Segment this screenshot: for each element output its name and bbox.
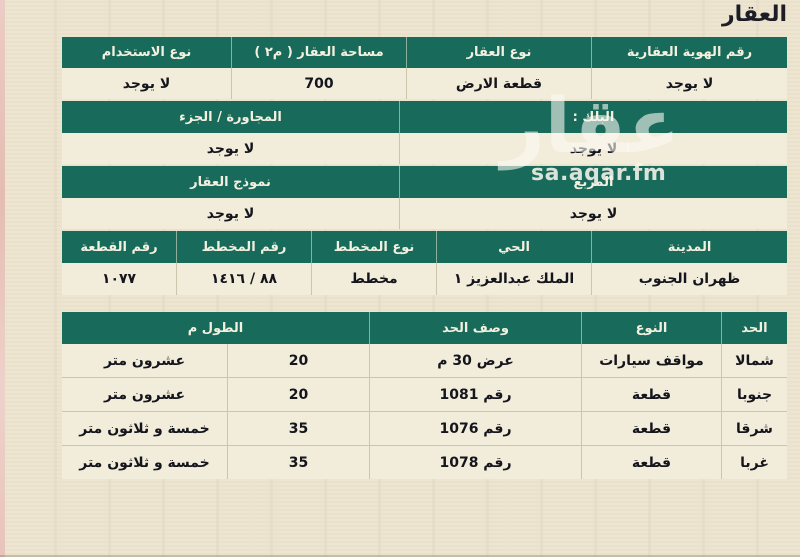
boundary-type: مواقف سيارات: [582, 344, 722, 377]
plot-number-value: ١٠٧٧: [62, 263, 177, 295]
boundary-desc: رقم 1081: [370, 378, 582, 411]
col-plot-number-header: رقم القطعة: [62, 231, 177, 263]
property-header-row: رقم الهوية العقارية نوع العقار مساحة الع…: [62, 37, 787, 68]
col-square-header: المربع: [573, 174, 614, 190]
boundary-length-number: 35: [228, 412, 370, 445]
boundary-type: قطعة: [582, 446, 722, 479]
col-property-area-header: مساحة العقار ( م٢ ): [232, 37, 407, 68]
boundaries-section: الحد النوع وصف الحد الطول م شمالا مواقف …: [62, 312, 787, 479]
col-property-model-header: نموذج العقار: [62, 166, 400, 198]
boundary-side: شمالا: [735, 352, 774, 369]
boundary-row-north: شمالا مواقف سيارات عرض 30 م 20 عشرون متر: [62, 344, 787, 377]
col-property-type-header: نوع العقار: [407, 37, 592, 68]
property-id-value: لا يوجد: [665, 75, 714, 92]
scan-bottom-edge: [0, 555, 800, 557]
boundary-desc: رقم 1076: [370, 412, 582, 445]
plan-type-value: مخطط: [312, 263, 437, 295]
col-block-header: البلك :: [572, 109, 615, 125]
square-header-row: المربع نموذج العقار: [62, 166, 787, 198]
plan-value-row: ظهران الجنوب الملك عبدالعزيز ١ مخطط ٨٨ /…: [62, 263, 787, 295]
boundary-desc: عرض 30 م: [370, 344, 582, 377]
block-value: لا يوجد: [569, 140, 618, 157]
usage-type-value: لا يوجد: [62, 68, 232, 99]
plan-number-value: ٨٨ / ١٤١٦: [177, 263, 312, 295]
tables-container: رقم الهوية العقارية نوع العقار مساحة الع…: [62, 37, 787, 481]
boundary-desc: رقم 1078: [370, 446, 582, 479]
boundary-type: قطعة: [582, 412, 722, 445]
boundary-length-number: 20: [228, 378, 370, 411]
boundary-length-number: 35: [228, 446, 370, 479]
boundary-row-south: جنوبا قطعة رقم 1081 20 عشرون متر: [62, 377, 787, 411]
boundary-length-text: خمسة و ثلاثون متر: [62, 446, 228, 479]
boundaries-header-row: الحد النوع وصف الحد الطول م: [62, 312, 787, 344]
plan-section: المدينة الحي نوع المخطط رقم المخطط رقم ا…: [62, 231, 787, 295]
col-usage-type-header: نوع الاستخدام: [62, 37, 232, 68]
district-value: الملك عبدالعزيز ١: [437, 263, 592, 295]
property-section: رقم الهوية العقارية نوع العقار مساحة الع…: [62, 37, 787, 99]
square-value: لا يوجد: [569, 205, 618, 222]
neighbouring-part-value: لا يوجد: [62, 133, 400, 164]
col-boundary-desc-header: وصف الحد: [370, 312, 582, 344]
col-district-header: الحي: [437, 231, 592, 263]
col-neighbouring-part-header: المجاورة / الجزء: [62, 101, 400, 133]
boundary-row-west: غربا قطعة رقم 1078 35 خمسة و ثلاثون متر: [62, 445, 787, 479]
boundary-side: غربا: [740, 454, 769, 471]
col-plan-type-header: نوع المخطط: [312, 231, 437, 263]
property-value-row: لا يوجد قطعة الارض 700 لا يوجد: [62, 68, 787, 99]
property-model-value: لا يوجد: [62, 198, 400, 229]
square-section: المربع نموذج العقار لا يوجد لا يوجد: [62, 166, 787, 229]
col-length-header: الطول م: [62, 312, 370, 344]
boundary-type: قطعة: [582, 378, 722, 411]
plan-header-row: المدينة الحي نوع المخطط رقم المخطط رقم ا…: [62, 231, 787, 263]
col-boundary-header: الحد: [741, 320, 768, 336]
col-plan-number-header: رقم المخطط: [177, 231, 312, 263]
scan-edge-strip: [0, 0, 5, 557]
col-city-header: المدينة: [667, 239, 712, 255]
square-value-row: لا يوجد لا يوجد: [62, 198, 787, 229]
boundary-length-text: خمسة و ثلاثون متر: [62, 412, 228, 445]
city-value: ظهران الجنوب: [638, 271, 741, 287]
boundary-length-text: عشرون متر: [62, 378, 228, 411]
block-section: البلك : المجاورة / الجزء لا يوجد لا يوجد: [62, 101, 787, 164]
boundary-side: جنوبا: [736, 386, 773, 403]
boundary-length-number: 20: [228, 344, 370, 377]
boundary-length-text: عشرون متر: [62, 344, 228, 377]
col-boundary-type-header: النوع: [582, 312, 722, 344]
property-type-value: قطعة الارض: [407, 68, 592, 99]
page-title: العقار: [722, 2, 787, 27]
boundary-row-east: شرقا قطعة رقم 1076 35 خمسة و ثلاثون متر: [62, 411, 787, 445]
property-area-value: 700: [232, 68, 407, 99]
col-property-id-header: رقم الهوية العقارية: [626, 45, 753, 60]
block-value-row: لا يوجد لا يوجد: [62, 133, 787, 164]
block-header-row: البلك : المجاورة / الجزء: [62, 101, 787, 133]
boundary-side: شرقا: [736, 420, 773, 437]
